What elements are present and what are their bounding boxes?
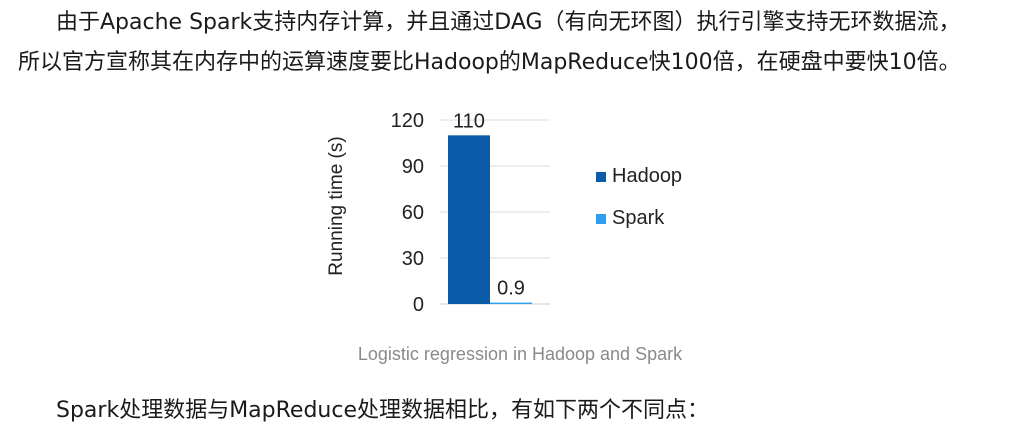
chart-figure: 0 30 60 90 120 110 0.9 Hadoop Spark Running ti… [300,96,740,386]
y-tick-label: 0 [413,294,424,316]
y-tick-label: 60 [402,202,424,224]
y-axis-ticks: 0 30 60 90 120 [391,110,424,316]
paragraph-line-3: Spark处理数据与MapReduce处理数据相比，有如下两个不同点： [56,398,709,423]
y-tick-label: 30 [402,248,424,270]
y-tick-label: 90 [402,156,424,178]
legend-label-spark: Spark [612,207,665,229]
paragraph-line-2: 所以官方宣称其在内存中的运算速度要比Hadoop的MapReduce快100倍，… [18,50,961,75]
y-tick-label: 120 [391,110,424,132]
bar-chart: 0 30 60 90 120 110 0.9 Hadoop Spark Running ti… [326,110,682,316]
data-label-spark: 0.9 [497,278,525,300]
bar-hadoop [448,135,490,304]
legend-label-hadoop: Hadoop [612,165,682,187]
y-axis-label: Running time (s) [326,136,347,275]
legend: Hadoop Spark [596,165,682,229]
legend-swatch-hadoop [596,172,606,182]
bar-spark [490,302,532,304]
data-label-hadoop: 110 [453,110,485,132]
bars: 110 0.9 [448,110,532,304]
paragraph-line-1: 由于Apache Spark支持内存计算，并且通过DAG（有向无环图）执行引擎支… [56,10,961,35]
legend-swatch-spark [596,214,606,224]
chart-caption: Logistic regression in Hadoop and Spark [357,344,683,364]
